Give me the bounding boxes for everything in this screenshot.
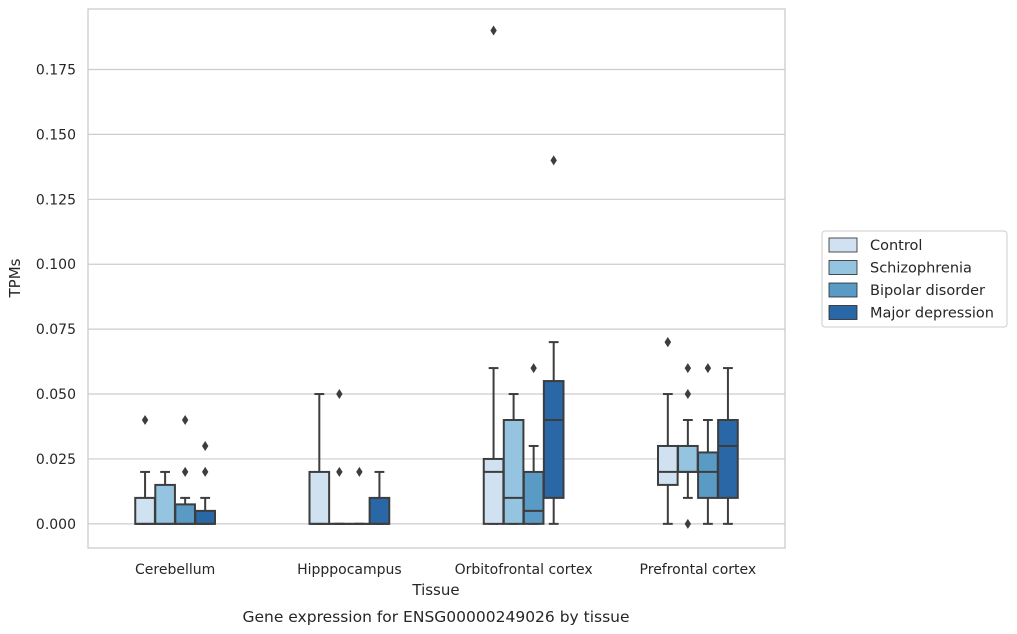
box-iqr [522,470,545,525]
legend-swatch [828,260,858,275]
x-axis-label: Tissue [411,581,459,599]
box-major-depression [194,440,217,525]
outlier-point [201,466,209,477]
box-major-depression [368,470,391,525]
x-tick-label: Orbitofrontal cortex [455,562,593,578]
outlier-point [664,337,672,348]
box-iqr [194,509,217,525]
outlier-point [704,363,712,374]
box-control [134,415,156,525]
box-major-depression [542,155,565,525]
box-iqr [482,457,505,525]
box-bipolar-disorder [348,466,371,525]
box-iqr [174,503,196,525]
box-iqr [308,470,331,525]
outlier-point [181,415,189,426]
legend-label: Bipolar disorder [870,283,985,299]
legend-swatch [828,282,858,298]
y-tick-label: 0.025 [36,452,76,468]
box-control [656,337,679,525]
x-axis-ticks: Cerebellum Hipppocampus Orbitofrontal cort… [135,562,756,578]
y-tick-label: 0.175 [36,62,76,78]
box-major-depression [717,367,739,525]
plot-area-frame [87,8,786,549]
box-iqr [717,419,739,499]
x-tick-label: Hipppocampus [297,562,402,578]
outlier-point [181,466,189,477]
legend: Control Schizophrenia Bipolar disorder Majo… [821,230,1008,328]
box-schizophrenia [502,393,525,525]
y-tick-label: 0.125 [36,192,76,208]
box-iqr [677,444,699,473]
outlier-point [490,25,497,36]
outlier-point [684,389,692,400]
box-iqr [368,496,391,525]
box-schizophrenia [328,389,351,525]
legend-frame [821,230,1008,328]
box-bipolar-disorder [174,415,196,525]
box-iqr [502,419,525,525]
box-iqr [697,451,719,499]
box-control [482,25,505,525]
outlier-point [684,518,692,529]
x-tick-label: Prefrontal cortex [640,562,757,578]
box-bipolar-disorder [522,363,545,525]
box-iqr [542,380,565,499]
y-axis-ticks: 0.000 0.025 0.050 0.075 0.100 0.125 0.150 0.175 [36,62,76,532]
box-schizophrenia [154,470,176,525]
boxes [134,25,739,529]
outlier-point [684,363,692,374]
box-control [308,393,331,525]
y-axis-label: TPMs [6,258,24,298]
box-iqr [656,444,679,486]
outlier-point [141,415,149,426]
y-tick-label: 0.150 [36,127,76,143]
legend-label: Control [870,238,922,254]
outlier-point [336,389,343,400]
box-iqr [134,496,156,525]
x-tick-label: Cerebellum [135,562,215,578]
y-tick-label: 0.000 [36,517,76,533]
outlier-point [336,466,343,477]
box-bipolar-disorder [697,363,719,525]
box-iqr [154,483,176,525]
legend-swatch [828,237,858,253]
y-tick-label: 0.050 [36,387,76,403]
outlier-point [530,363,537,374]
legend-label: Major depression [870,306,994,322]
box-schizophrenia [677,363,699,529]
chart-caption: Gene expression for ENSG00000249026 by t… [242,608,629,626]
y-tick-label: 0.100 [36,257,76,273]
legend-swatch [828,305,858,320]
y-tick-label: 0.075 [36,322,76,338]
outlier-point [201,440,209,451]
gridlines [88,68,785,525]
outlier-point [550,155,557,166]
legend-label: Schizophrenia [870,261,972,277]
outlier-point [356,466,363,477]
